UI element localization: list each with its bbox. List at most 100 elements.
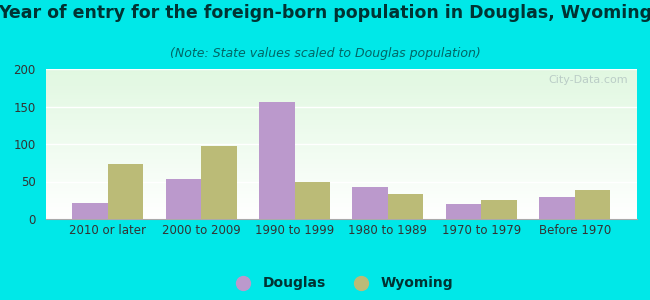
Bar: [46, 208, 637, 210]
Bar: [46, 82, 637, 84]
Bar: [46, 196, 637, 198]
Bar: [46, 190, 637, 192]
Bar: [46, 69, 637, 70]
Legend: Douglas, Wyoming: Douglas, Wyoming: [224, 271, 458, 296]
Bar: [46, 176, 637, 177]
Bar: [46, 198, 637, 200]
Bar: [46, 75, 637, 76]
Bar: [46, 76, 637, 78]
Bar: [46, 194, 637, 195]
Bar: [446, 204, 481, 219]
Bar: [46, 167, 637, 168]
Bar: [46, 174, 637, 176]
Bar: [46, 129, 637, 130]
Bar: [46, 188, 637, 189]
Text: Year of entry for the foreign-born population in Douglas, Wyoming: Year of entry for the foreign-born popul…: [0, 4, 650, 22]
Bar: [46, 108, 637, 110]
Bar: [202, 146, 237, 219]
Bar: [46, 118, 637, 120]
Bar: [46, 110, 637, 111]
Bar: [46, 178, 637, 180]
Bar: [46, 200, 637, 201]
Bar: [46, 177, 637, 178]
Bar: [46, 136, 637, 138]
Bar: [46, 218, 637, 219]
Bar: [46, 122, 637, 123]
Bar: [46, 120, 637, 122]
Bar: [46, 159, 637, 160]
Bar: [46, 202, 637, 204]
Bar: [46, 147, 637, 148]
Bar: [46, 216, 637, 218]
Bar: [46, 80, 637, 81]
Bar: [46, 156, 637, 158]
Bar: [166, 179, 202, 219]
Bar: [46, 135, 637, 136]
Bar: [575, 190, 610, 219]
Bar: [46, 172, 637, 174]
Bar: [46, 126, 637, 128]
Bar: [46, 152, 637, 153]
Bar: [46, 96, 637, 98]
Bar: [46, 150, 637, 152]
Bar: [46, 70, 637, 72]
Bar: [46, 169, 637, 171]
Bar: [46, 81, 637, 82]
Bar: [46, 182, 637, 183]
Bar: [46, 78, 637, 80]
Bar: [46, 116, 637, 117]
Bar: [481, 200, 517, 219]
Bar: [46, 168, 637, 170]
Bar: [46, 98, 637, 99]
Text: (Note: State values scaled to Douglas population): (Note: State values scaled to Douglas po…: [170, 46, 480, 59]
Bar: [46, 72, 637, 74]
Bar: [72, 202, 108, 219]
Bar: [46, 111, 637, 112]
Bar: [46, 103, 637, 105]
Bar: [46, 134, 637, 135]
Bar: [46, 106, 637, 108]
Bar: [46, 212, 637, 213]
Bar: [46, 162, 637, 164]
Bar: [46, 204, 637, 206]
Bar: [46, 92, 637, 93]
Bar: [46, 84, 637, 86]
Bar: [46, 154, 637, 156]
Bar: [46, 85, 637, 87]
Bar: [46, 142, 637, 144]
Bar: [46, 87, 637, 88]
Bar: [46, 189, 637, 190]
Bar: [46, 144, 637, 146]
Bar: [259, 102, 294, 219]
Bar: [46, 141, 637, 142]
Bar: [352, 187, 388, 219]
Bar: [46, 183, 637, 184]
Bar: [46, 90, 637, 92]
Bar: [46, 102, 637, 104]
Bar: [46, 123, 637, 124]
Bar: [108, 164, 144, 219]
Bar: [46, 214, 637, 216]
Bar: [46, 128, 637, 129]
Bar: [46, 207, 637, 208]
Bar: [46, 148, 637, 150]
Bar: [46, 94, 637, 96]
Bar: [46, 210, 637, 212]
Bar: [46, 93, 637, 94]
Bar: [46, 124, 637, 126]
Bar: [46, 184, 637, 186]
Bar: [46, 132, 637, 134]
Bar: [46, 195, 637, 196]
Bar: [46, 171, 637, 172]
Bar: [46, 186, 637, 188]
Bar: [46, 153, 637, 154]
Bar: [294, 182, 330, 219]
Bar: [46, 201, 637, 202]
Bar: [46, 130, 637, 132]
Bar: [46, 213, 637, 214]
Bar: [46, 180, 637, 182]
Bar: [46, 100, 637, 102]
Bar: [46, 146, 637, 147]
Bar: [46, 114, 637, 116]
Bar: [388, 194, 423, 219]
